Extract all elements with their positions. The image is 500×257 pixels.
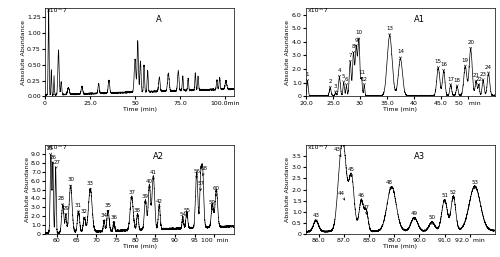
Text: x10^7: x10^7 <box>47 8 68 13</box>
Text: 43: 43 <box>312 213 320 222</box>
Text: 10: 10 <box>356 30 362 40</box>
Text: 49: 49 <box>411 211 418 220</box>
Text: 46: 46 <box>358 193 365 202</box>
Text: 42: 42 <box>156 199 162 208</box>
Text: 22: 22 <box>476 77 482 86</box>
Text: 52: 52 <box>450 190 457 199</box>
Text: 41: 41 <box>150 170 157 180</box>
Text: 4: 4 <box>338 68 341 77</box>
Text: 44: 44 <box>338 191 344 200</box>
Text: 19: 19 <box>462 58 469 67</box>
Y-axis label: Absolute Abundance: Absolute Abundance <box>286 157 290 222</box>
Text: 36: 36 <box>110 215 117 224</box>
Text: 47: 47 <box>363 205 370 214</box>
Text: 31: 31 <box>75 203 82 213</box>
Text: 48: 48 <box>386 180 392 189</box>
Text: 15: 15 <box>435 59 442 68</box>
Text: 45: 45 <box>348 168 355 177</box>
Text: 56: 56 <box>193 169 200 178</box>
Text: 9: 9 <box>354 38 358 47</box>
Text: A3: A3 <box>414 152 425 161</box>
Text: 37: 37 <box>128 190 135 199</box>
X-axis label: Time (min): Time (min) <box>122 107 156 112</box>
Text: A1: A1 <box>414 15 425 24</box>
Text: 38: 38 <box>134 208 141 217</box>
Text: 21: 21 <box>472 74 480 82</box>
X-axis label: Time (min): Time (min) <box>384 244 418 250</box>
Text: 1: 1 <box>306 72 310 81</box>
Text: 17: 17 <box>447 77 454 86</box>
Y-axis label: Absolute Abundance: Absolute Abundance <box>24 157 29 222</box>
Text: 53: 53 <box>472 180 478 189</box>
Text: 14: 14 <box>397 49 404 59</box>
Text: 27: 27 <box>54 160 60 169</box>
Text: 23: 23 <box>480 72 486 81</box>
Text: 60: 60 <box>213 186 220 196</box>
Text: 51: 51 <box>441 193 448 202</box>
Text: 54: 54 <box>180 212 186 222</box>
Text: 39: 39 <box>142 194 149 204</box>
X-axis label: Time (min): Time (min) <box>384 107 418 112</box>
Text: 12: 12 <box>361 77 368 86</box>
Text: 35: 35 <box>104 203 112 213</box>
Text: 18: 18 <box>454 78 460 87</box>
Text: 6: 6 <box>344 77 348 86</box>
Text: 25: 25 <box>46 146 53 155</box>
Text: 13: 13 <box>386 26 393 36</box>
Text: 29: 29 <box>62 206 70 216</box>
Text: x10^7: x10^7 <box>308 8 328 13</box>
Text: 5: 5 <box>342 74 345 83</box>
Text: 20: 20 <box>467 40 474 49</box>
Text: 3: 3 <box>334 84 338 93</box>
Text: x10^7: x10^7 <box>308 145 328 150</box>
Text: 58: 58 <box>201 166 208 176</box>
Text: 7: 7 <box>348 53 352 62</box>
X-axis label: Time (min): Time (min) <box>122 244 156 250</box>
Text: 16: 16 <box>440 62 447 71</box>
Text: 30: 30 <box>67 177 74 187</box>
Y-axis label: Absolute Abundance: Absolute Abundance <box>20 20 25 85</box>
Text: 28: 28 <box>58 196 65 206</box>
Text: 34: 34 <box>100 213 107 223</box>
Text: A: A <box>156 15 162 24</box>
Text: 50: 50 <box>428 215 436 224</box>
Text: 43: 43 <box>334 148 341 157</box>
Text: 26: 26 <box>50 155 56 164</box>
Text: A2: A2 <box>153 152 164 161</box>
Text: 59: 59 <box>209 200 216 210</box>
Y-axis label: Absolute Abundance: Absolute Abundance <box>286 20 290 85</box>
Text: 57: 57 <box>197 181 204 191</box>
Text: 11: 11 <box>358 70 365 79</box>
Text: 24: 24 <box>485 65 492 74</box>
Text: 32: 32 <box>81 209 88 219</box>
Text: 40: 40 <box>146 179 153 189</box>
Text: 2: 2 <box>328 79 332 88</box>
Text: 8: 8 <box>352 44 355 53</box>
Text: 55: 55 <box>184 208 190 217</box>
Text: x10^7: x10^7 <box>47 145 68 150</box>
Text: 33: 33 <box>87 181 94 191</box>
